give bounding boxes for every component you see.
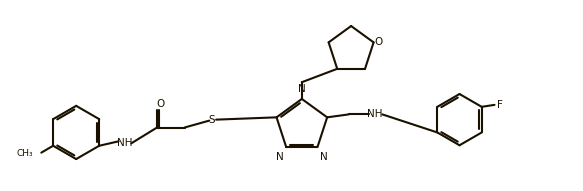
Text: N: N [298, 84, 305, 94]
Text: S: S [209, 115, 216, 125]
Text: NH: NH [117, 138, 132, 148]
Text: F: F [497, 100, 503, 110]
Text: NH: NH [367, 109, 382, 119]
Text: N: N [276, 152, 283, 162]
Text: CH₃: CH₃ [17, 149, 33, 158]
Text: O: O [157, 99, 165, 109]
Text: O: O [374, 37, 382, 47]
Text: N: N [321, 152, 328, 162]
